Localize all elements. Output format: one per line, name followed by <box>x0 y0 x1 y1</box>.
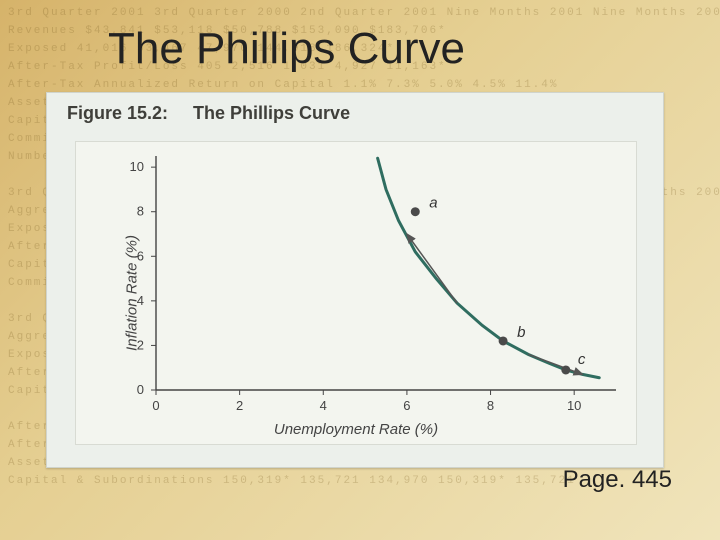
phillips-curve-chart: 02468100246810abc Inflation Rate (%) Une… <box>75 141 637 445</box>
slide: 3rd Quarter 2001 3rd Quarter 2000 2nd Qu… <box>0 0 720 540</box>
svg-text:2: 2 <box>236 398 243 413</box>
svg-text:4: 4 <box>320 398 327 413</box>
svg-text:0: 0 <box>137 382 144 397</box>
x-axis-title: Unemployment Rate (%) <box>274 421 438 438</box>
figure-number: Figure 15.2: <box>67 103 168 123</box>
y-axis-title: Inflation Rate (%) <box>123 235 140 351</box>
figure-panel: Figure 15.2: The Phillips Curve 0 2 4 6 8 10 0… <box>46 92 664 468</box>
figure-title: The Phillips Curve <box>193 103 350 123</box>
svg-text:8: 8 <box>137 204 144 219</box>
page-reference: Page. 445 <box>563 466 672 494</box>
svg-text:10: 10 <box>567 398 581 413</box>
svg-text:c: c <box>578 351 586 368</box>
svg-text:0: 0 <box>152 398 159 413</box>
svg-text:10: 10 <box>130 159 144 174</box>
page-title: The Phillips Curve <box>108 24 465 74</box>
svg-text:b: b <box>517 324 525 341</box>
figure-caption: Figure 15.2: The Phillips Curve <box>67 103 350 124</box>
svg-text:6: 6 <box>403 398 410 413</box>
svg-text:a: a <box>429 195 437 212</box>
chart-svg: 02468100246810abc <box>76 142 636 444</box>
svg-text:8: 8 <box>487 398 494 413</box>
